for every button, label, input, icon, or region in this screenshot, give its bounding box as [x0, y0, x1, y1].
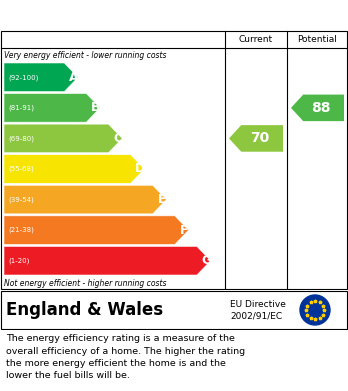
- Text: B: B: [91, 101, 101, 114]
- Text: EU Directive
2002/91/EC: EU Directive 2002/91/EC: [230, 300, 286, 320]
- Text: (92-100): (92-100): [8, 74, 38, 81]
- Text: Current: Current: [239, 34, 273, 43]
- Circle shape: [300, 295, 330, 325]
- Polygon shape: [4, 93, 100, 122]
- Polygon shape: [229, 125, 283, 152]
- Text: (69-80): (69-80): [8, 135, 34, 142]
- Text: (55-68): (55-68): [8, 166, 34, 172]
- Polygon shape: [291, 95, 344, 121]
- Polygon shape: [4, 63, 78, 91]
- Text: Energy Efficiency Rating: Energy Efficiency Rating: [10, 7, 220, 23]
- Text: C: C: [113, 132, 123, 145]
- Text: D: D: [135, 163, 145, 176]
- Text: (1-20): (1-20): [8, 257, 29, 264]
- Polygon shape: [4, 124, 122, 153]
- Text: Not energy efficient - higher running costs: Not energy efficient - higher running co…: [4, 278, 166, 287]
- Text: (21-38): (21-38): [8, 227, 34, 233]
- Text: E: E: [158, 193, 167, 206]
- Text: Potential: Potential: [297, 34, 337, 43]
- Polygon shape: [4, 155, 144, 183]
- Polygon shape: [4, 216, 189, 244]
- Text: Very energy efficient - lower running costs: Very energy efficient - lower running co…: [4, 50, 166, 59]
- Text: 70: 70: [250, 131, 269, 145]
- Text: (81-91): (81-91): [8, 105, 34, 111]
- Text: 88: 88: [311, 101, 331, 115]
- Text: The energy efficiency rating is a measure of the
overall efficiency of a home. T: The energy efficiency rating is a measur…: [6, 334, 245, 380]
- Text: G: G: [201, 254, 212, 267]
- Text: (39-54): (39-54): [8, 196, 34, 203]
- Text: F: F: [180, 224, 189, 237]
- Text: A: A: [69, 71, 79, 84]
- Polygon shape: [4, 246, 211, 275]
- Polygon shape: [4, 185, 166, 214]
- Text: England & Wales: England & Wales: [6, 301, 163, 319]
